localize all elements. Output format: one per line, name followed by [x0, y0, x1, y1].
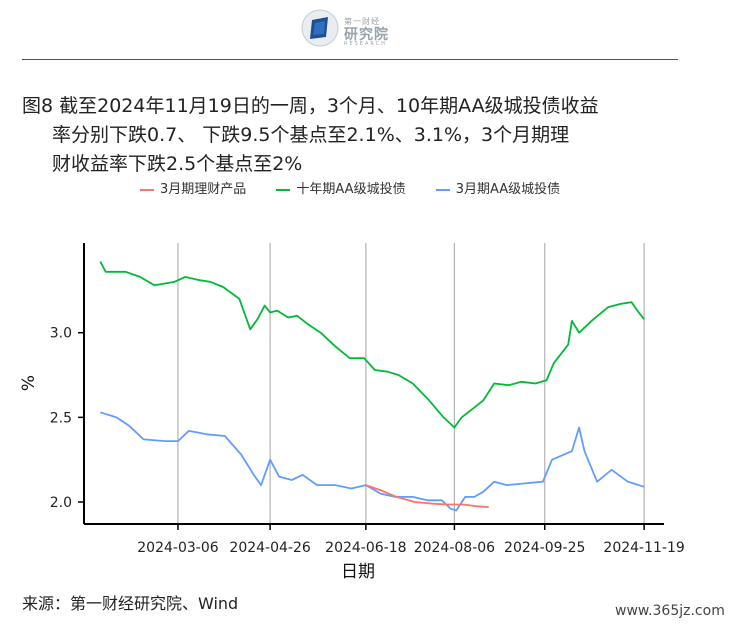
x-tick-label: 2024-08-06: [414, 540, 495, 556]
logo-brand-text: 研究院: [344, 27, 389, 43]
watermark: www.365jz.com: [615, 603, 725, 619]
legend-item-3m: 3月期AA级城投债: [435, 178, 561, 197]
y-axis-label: %: [19, 375, 39, 391]
legend-swatch-10y: [276, 188, 291, 191]
legend-swatch-3m: [435, 188, 450, 191]
y-tick-label: 2.0: [50, 495, 72, 511]
x-tick-label: 2024-06-18: [325, 540, 406, 556]
y-tick-label: 3.0: [50, 326, 72, 342]
x-axis-label: 日期: [341, 562, 375, 582]
logo-english-text: RESEARCH: [344, 41, 387, 47]
logo-icon: [301, 9, 339, 47]
legend-swatch-wealth: [140, 188, 154, 191]
series-line-wealth: [365, 484, 489, 508]
source-note: 来源：第一财经研究院、Wind: [22, 594, 239, 613]
logo-small-text: 第一财经: [344, 17, 380, 26]
chart-ticks: 2024-03-06 2024-04-26 2024-06-18 2024-08-06…: [50, 326, 685, 556]
figure-title-line-2: 率分别下跌0.7、 下跌9.5个基点至2.1%、3.1%，3个月期理: [52, 124, 570, 146]
header-divider: [22, 59, 678, 60]
legend-label-10y: 十年期AA级城投债: [296, 182, 406, 197]
legend-item-wealth: 3月期理财产品: [140, 178, 246, 197]
figure-title-line-1: 图8 截至2024年11月19日的一周，3个月、10年期AA级城投债收益: [22, 95, 599, 117]
chart-axes: [83, 243, 664, 525]
logo: 第一财经 研究院 RESEARCH: [300, 8, 400, 48]
x-tick-label: 2024-04-26: [229, 540, 310, 556]
series-line-3m: [100, 411, 645, 512]
legend-item-10y: 十年期AA级城投债: [276, 178, 406, 197]
x-tick-label: 2024-11-19: [603, 540, 684, 556]
chart-legend: 3月期理财产品 十年期AA级城投债 3月期AA级城投债: [140, 178, 586, 197]
series-line-10y: [99, 261, 645, 429]
legend-label-wealth: 3月期理财产品: [160, 182, 247, 197]
y-tick-label: 2.5: [50, 410, 72, 426]
chart-series: [99, 261, 645, 512]
legend-label-3m: 3月期AA级城投债: [455, 182, 561, 197]
figure-title: 图8 截至2024年11月19日的一周，3个月、10年期AA级城投债收益 率分别…: [22, 92, 702, 179]
x-tick-label: 2024-09-25: [504, 540, 585, 556]
x-tick-label: 2024-03-06: [137, 540, 218, 556]
figure-title-line-3: 财收益率下跌2.5个基点至2%: [52, 153, 303, 175]
